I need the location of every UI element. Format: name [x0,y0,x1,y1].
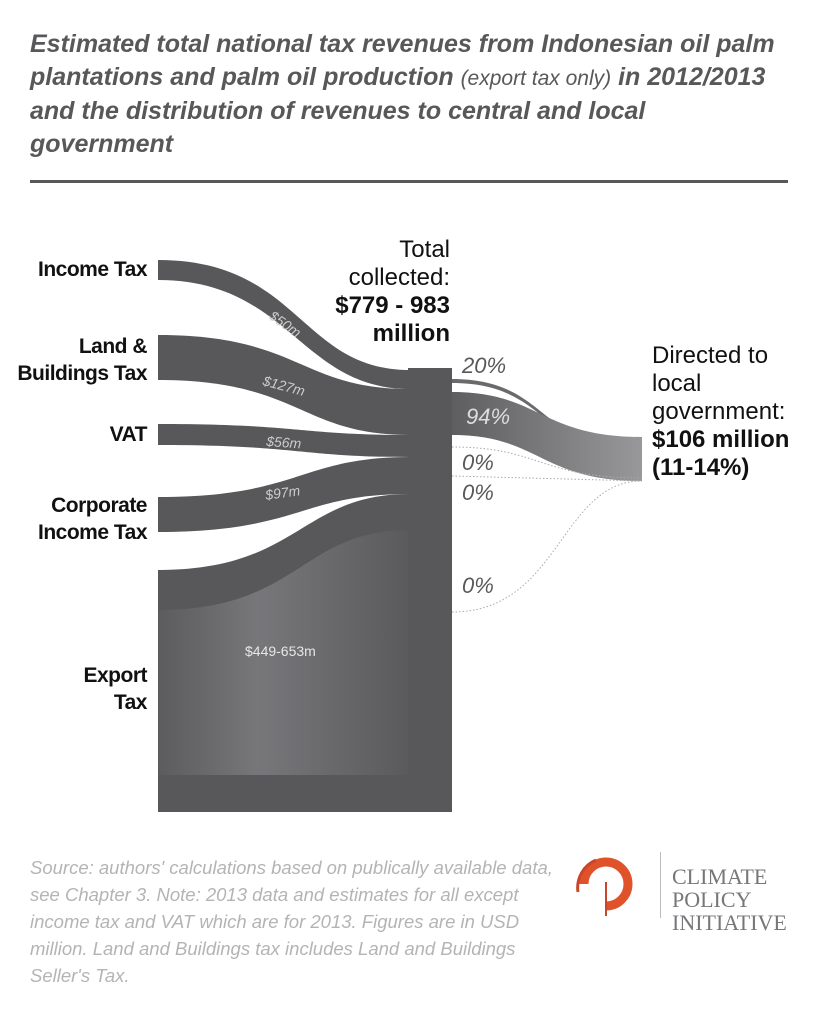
flow-income-tax [158,260,410,389]
flow-export-tax-shading [158,530,410,775]
label-export-tax: Export Tax [83,664,147,714]
title-main: Estimated total national tax revenues fr… [30,30,775,91]
share-0-c: 0% [462,573,494,598]
title: Estimated total national tax revenues fr… [30,28,790,161]
value-export-tax: $449-653m [245,643,316,659]
title-main-2: in 2012/2013 and the distribution of rev… [30,63,766,158]
value-vat: $56m [265,433,302,451]
label-income-tax: Income Tax [38,258,147,281]
share-20: 20% [462,353,507,378]
flow-land-buildings-tax [158,335,410,435]
title-sub: (export tax only) [460,67,612,90]
share-0-b: 0% [462,480,494,505]
flow-vat [158,424,410,457]
node-total-collected [408,368,452,812]
value-corporate-income-tax: $97m [263,482,301,503]
label-corporate-income-tax: Corporate Income Tax [38,494,147,544]
label-vat: VAT [109,423,148,446]
label-land-buildings-tax: Land & Buildings Tax [17,335,147,385]
source-note: Source: authors' calculations based on p… [30,857,553,986]
divider [30,180,788,183]
climate-policy-initiative-logo-icon [576,857,633,916]
share-0-a: 0% [462,450,494,475]
logo-divider [660,852,661,918]
logo-text: CLIMATE POLICY INITIATIVE [672,864,787,935]
flow-0pct-1 [451,446,643,479]
flow-0pct-2 [451,475,643,482]
flow-corporate-income-tax [158,457,410,532]
share-94: 94% [466,404,511,429]
flow-94pct [452,392,642,481]
local-government-label: Directed to local government: $106 million… [652,342,790,481]
total-collected-label: Total collected: $779 - 983 million [335,236,450,347]
